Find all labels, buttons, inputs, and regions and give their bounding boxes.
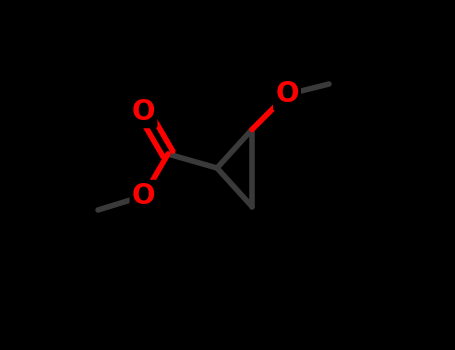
Text: O: O — [132, 182, 155, 210]
Text: O: O — [132, 98, 155, 126]
Text: O: O — [275, 80, 299, 108]
